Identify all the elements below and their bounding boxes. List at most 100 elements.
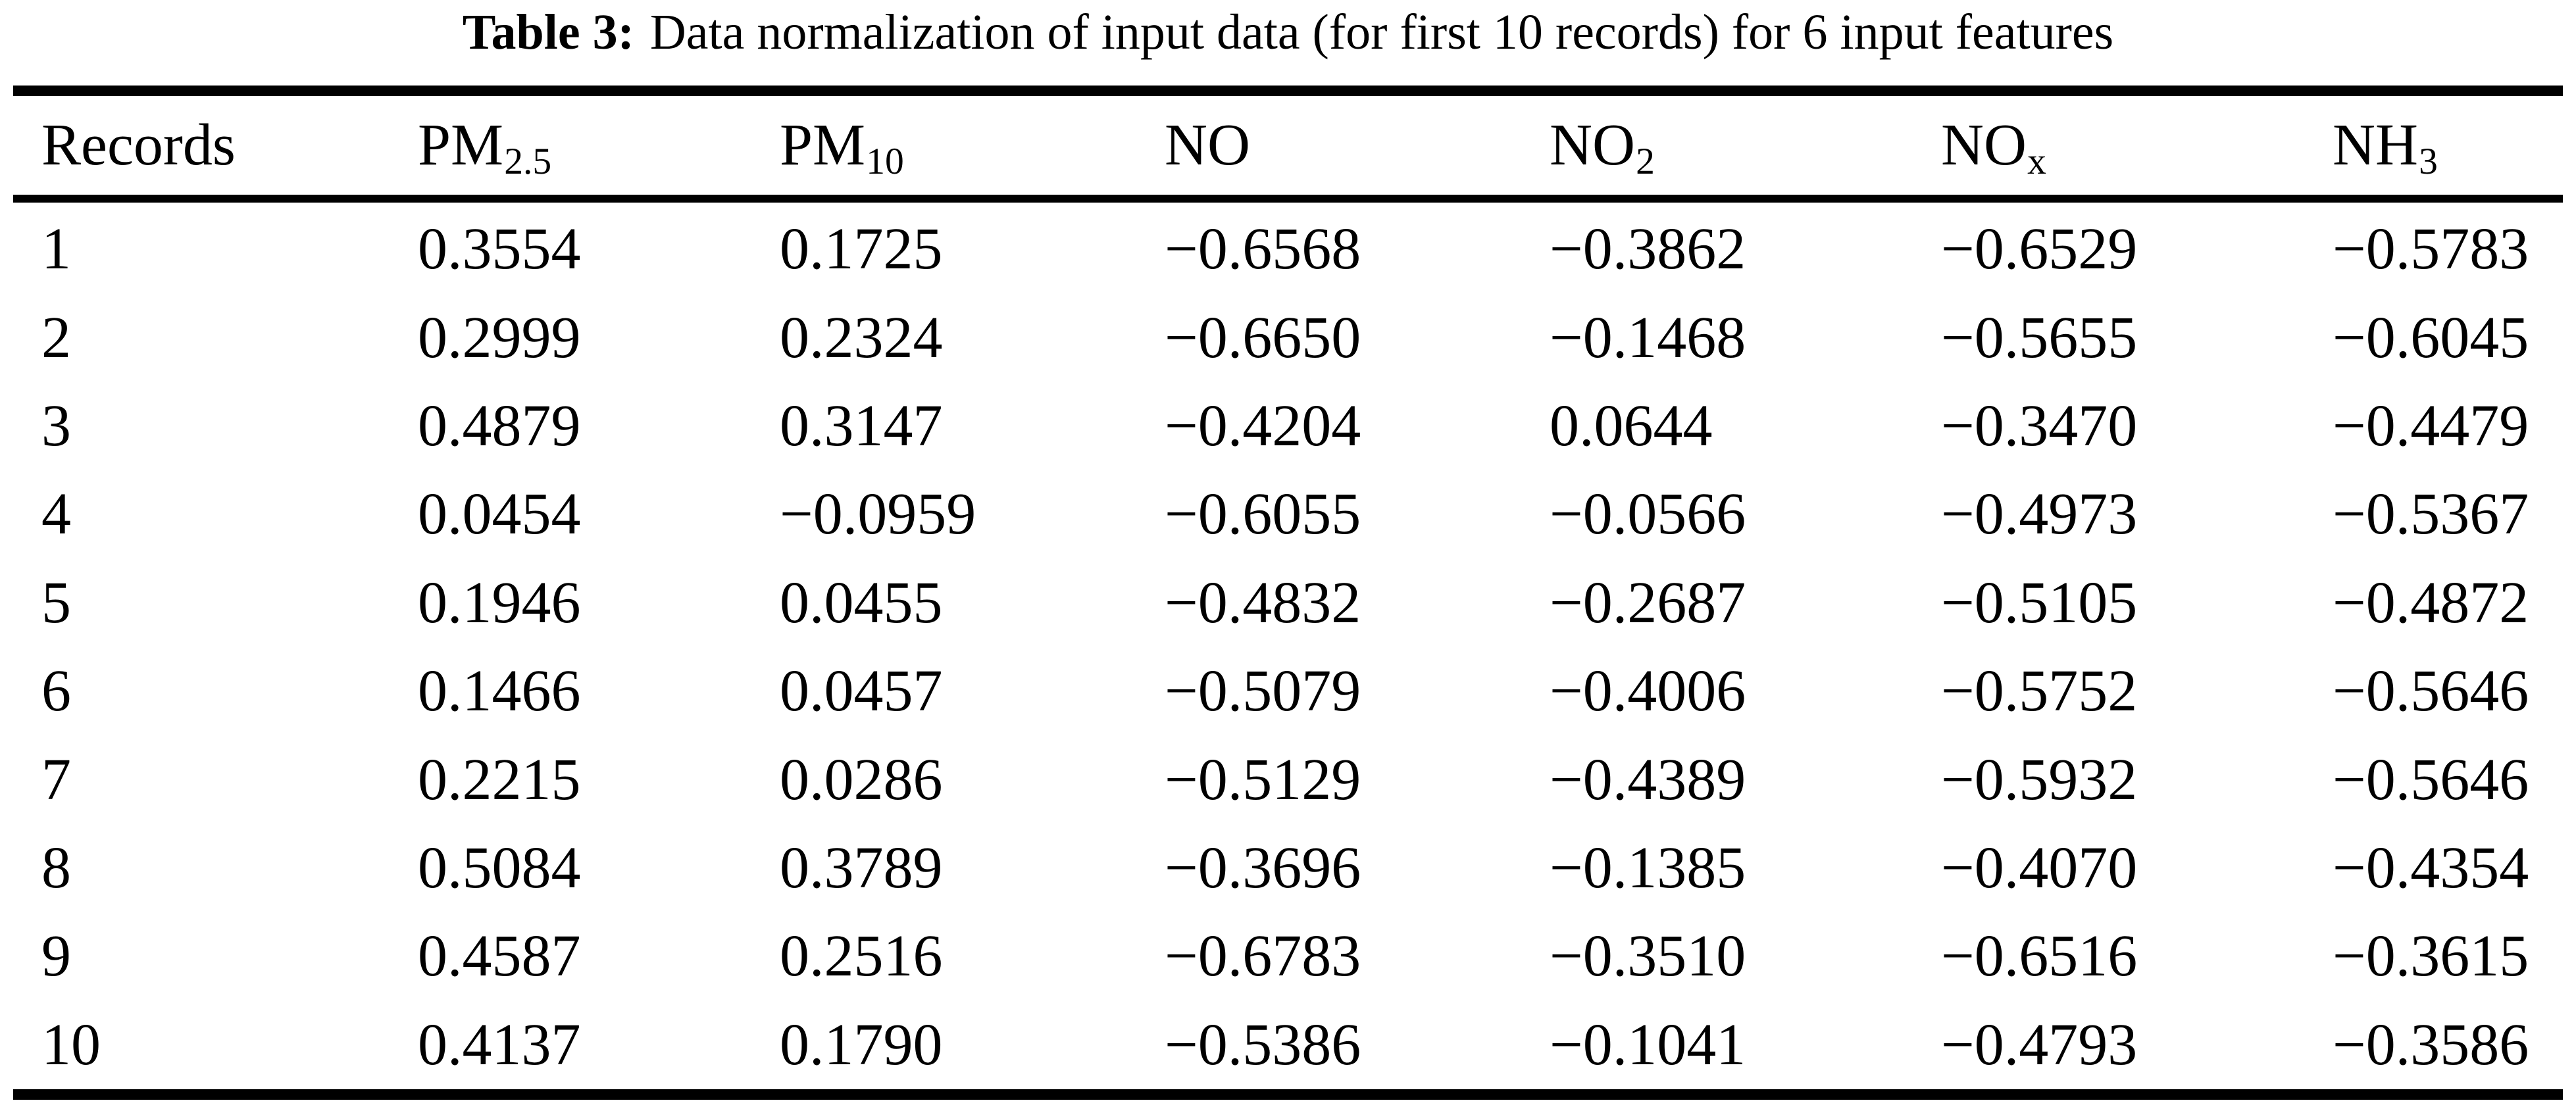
- cell-no: −0.6650: [1165, 305, 1361, 370]
- table-row: 5 0.1946 0.0455 −0.4832 −0.2687 −0.5105 …: [13, 559, 2563, 647]
- table-caption-label: Table 3:: [462, 5, 634, 60]
- cell-no: −0.4204: [1165, 393, 1361, 458]
- cell-record: 9: [41, 923, 71, 989]
- cell-no: −0.5386: [1165, 1012, 1361, 1077]
- cell-no2: −0.2687: [1550, 570, 1746, 635]
- table-row: 10 0.4137 0.1790 −0.5386 −0.1041 −0.4793…: [13, 1001, 2563, 1089]
- cell-nox: −0.5932: [1941, 747, 2138, 812]
- cell-no2: −0.0566: [1550, 481, 1746, 547]
- table-row: 1 0.3554 0.1725 −0.6568 −0.3862 −0.6529 …: [13, 205, 2563, 293]
- cell-nh3: −0.5646: [2333, 747, 2529, 812]
- cell-nox: −0.4973: [1941, 481, 2138, 547]
- cell-record: 4: [41, 481, 71, 547]
- cell-pm25: 0.1466: [418, 658, 581, 724]
- table-row: 7 0.2215 0.0286 −0.5129 −0.4389 −0.5932 …: [13, 735, 2563, 824]
- cell-pm10: 0.3147: [780, 393, 943, 458]
- header-sub-text: 2: [1636, 140, 1655, 182]
- cell-nh3: −0.3615: [2333, 923, 2529, 989]
- cell-pm25: 0.4879: [418, 393, 581, 458]
- table-top-rule: [13, 86, 2563, 96]
- cell-no2: 0.0644: [1550, 393, 1713, 458]
- header-base-text: PM: [418, 112, 504, 178]
- cell-no2: −0.4389: [1550, 747, 1746, 812]
- cell-record: 3: [41, 393, 71, 458]
- table-row: 8 0.5084 0.3789 −0.3696 −0.1385 −0.4070 …: [13, 824, 2563, 912]
- header-base-text: PM: [780, 112, 866, 178]
- cell-no2: −0.3862: [1550, 216, 1746, 282]
- cell-nh3: −0.3586: [2333, 1012, 2529, 1077]
- header-sub-text: 10: [866, 140, 904, 182]
- cell-nh3: −0.6045: [2333, 305, 2529, 370]
- cell-nox: −0.6516: [1941, 923, 2138, 989]
- cell-no: −0.6055: [1165, 481, 1361, 547]
- cell-no2: −0.3510: [1550, 923, 1746, 989]
- cell-pm10: 0.3789: [780, 835, 943, 900]
- table-row: 6 0.1466 0.0457 −0.5079 −0.4006 −0.5752 …: [13, 647, 2563, 735]
- column-header-no: NO: [1165, 116, 1550, 175]
- cell-pm25: 0.0454: [418, 481, 581, 547]
- table-header-row: Records PM2.5 PM10 NO NO2 NOx NH3: [13, 96, 2563, 195]
- header-base-text: NO: [1941, 112, 2027, 178]
- cell-pm25: 0.4587: [418, 923, 581, 989]
- cell-pm25: 0.1946: [418, 570, 581, 635]
- header-base-text: NO: [1165, 112, 1250, 178]
- column-header-nh3: NH3: [2333, 116, 2563, 181]
- cell-no: −0.6568: [1165, 216, 1361, 282]
- cell-no2: −0.4006: [1550, 658, 1746, 724]
- column-header-nox: NOx: [1941, 116, 2333, 181]
- header-base-text: Records: [41, 112, 236, 178]
- table-row: 3 0.4879 0.3147 −0.4204 0.0644 −0.3470 −…: [13, 382, 2563, 470]
- cell-record: 5: [41, 570, 71, 635]
- cell-nox: −0.5655: [1941, 305, 2138, 370]
- cell-pm10: 0.0286: [780, 747, 943, 812]
- cell-record: 8: [41, 835, 71, 900]
- cell-no2: −0.1468: [1550, 305, 1746, 370]
- cell-pm10: 0.1725: [780, 216, 943, 282]
- column-header-records: Records: [41, 116, 418, 175]
- cell-nox: −0.4793: [1941, 1012, 2138, 1077]
- cell-nox: −0.4070: [1941, 835, 2138, 900]
- cell-no: −0.5129: [1165, 747, 1361, 812]
- cell-pm25: 0.2215: [418, 747, 581, 812]
- header-base-text: NO: [1550, 112, 1635, 178]
- cell-record: 7: [41, 747, 71, 812]
- cell-record: 10: [41, 1012, 101, 1077]
- cell-nox: −0.5752: [1941, 658, 2138, 724]
- cell-no: −0.4832: [1165, 570, 1361, 635]
- cell-pm25: 0.4137: [418, 1012, 581, 1077]
- header-sub-text: 3: [2419, 140, 2438, 182]
- cell-nh3: −0.5646: [2333, 658, 2529, 724]
- column-header-no2: NO2: [1550, 116, 1941, 181]
- header-base-text: NH: [2333, 112, 2418, 178]
- cell-pm25: 0.3554: [418, 216, 581, 282]
- table-row: 4 0.0454 −0.0959 −0.6055 −0.0566 −0.4973…: [13, 470, 2563, 558]
- cell-nh3: −0.4872: [2333, 570, 2529, 635]
- cell-no: −0.5079: [1165, 658, 1361, 724]
- cell-nh3: −0.5367: [2333, 481, 2529, 547]
- table-caption: Table 3: Data normalization of input data…: [0, 4, 2576, 61]
- column-header-pm25: PM2.5: [418, 116, 780, 181]
- cell-record: 1: [41, 216, 71, 282]
- table-header-rule: [13, 195, 2563, 203]
- cell-pm10: 0.2516: [780, 923, 943, 989]
- cell-nh3: −0.4354: [2333, 835, 2529, 900]
- cell-no2: −0.1041: [1550, 1012, 1746, 1077]
- cell-nox: −0.6529: [1941, 216, 2138, 282]
- cell-nh3: −0.5783: [2333, 216, 2529, 282]
- table-row: 9 0.4587 0.2516 −0.6783 −0.3510 −0.6516 …: [13, 912, 2563, 1000]
- table-row: 2 0.2999 0.2324 −0.6650 −0.1468 −0.5655 …: [13, 293, 2563, 381]
- table-caption-text: Data normalization of input data (for fi…: [649, 5, 2114, 60]
- cell-pm25: 0.2999: [418, 305, 581, 370]
- cell-no: −0.3696: [1165, 835, 1361, 900]
- table-body: 1 0.3554 0.1725 −0.6568 −0.3862 −0.6529 …: [13, 205, 2563, 1089]
- header-sub-text: x: [2027, 140, 2046, 182]
- cell-pm10: −0.0959: [780, 481, 976, 547]
- cell-record: 6: [41, 658, 71, 724]
- cell-nh3: −0.4479: [2333, 393, 2529, 458]
- header-sub-text: 2.5: [504, 140, 552, 182]
- cell-record: 2: [41, 305, 71, 370]
- cell-pm25: 0.5084: [418, 835, 581, 900]
- cell-pm10: 0.0455: [780, 570, 943, 635]
- cell-pm10: 0.2324: [780, 305, 943, 370]
